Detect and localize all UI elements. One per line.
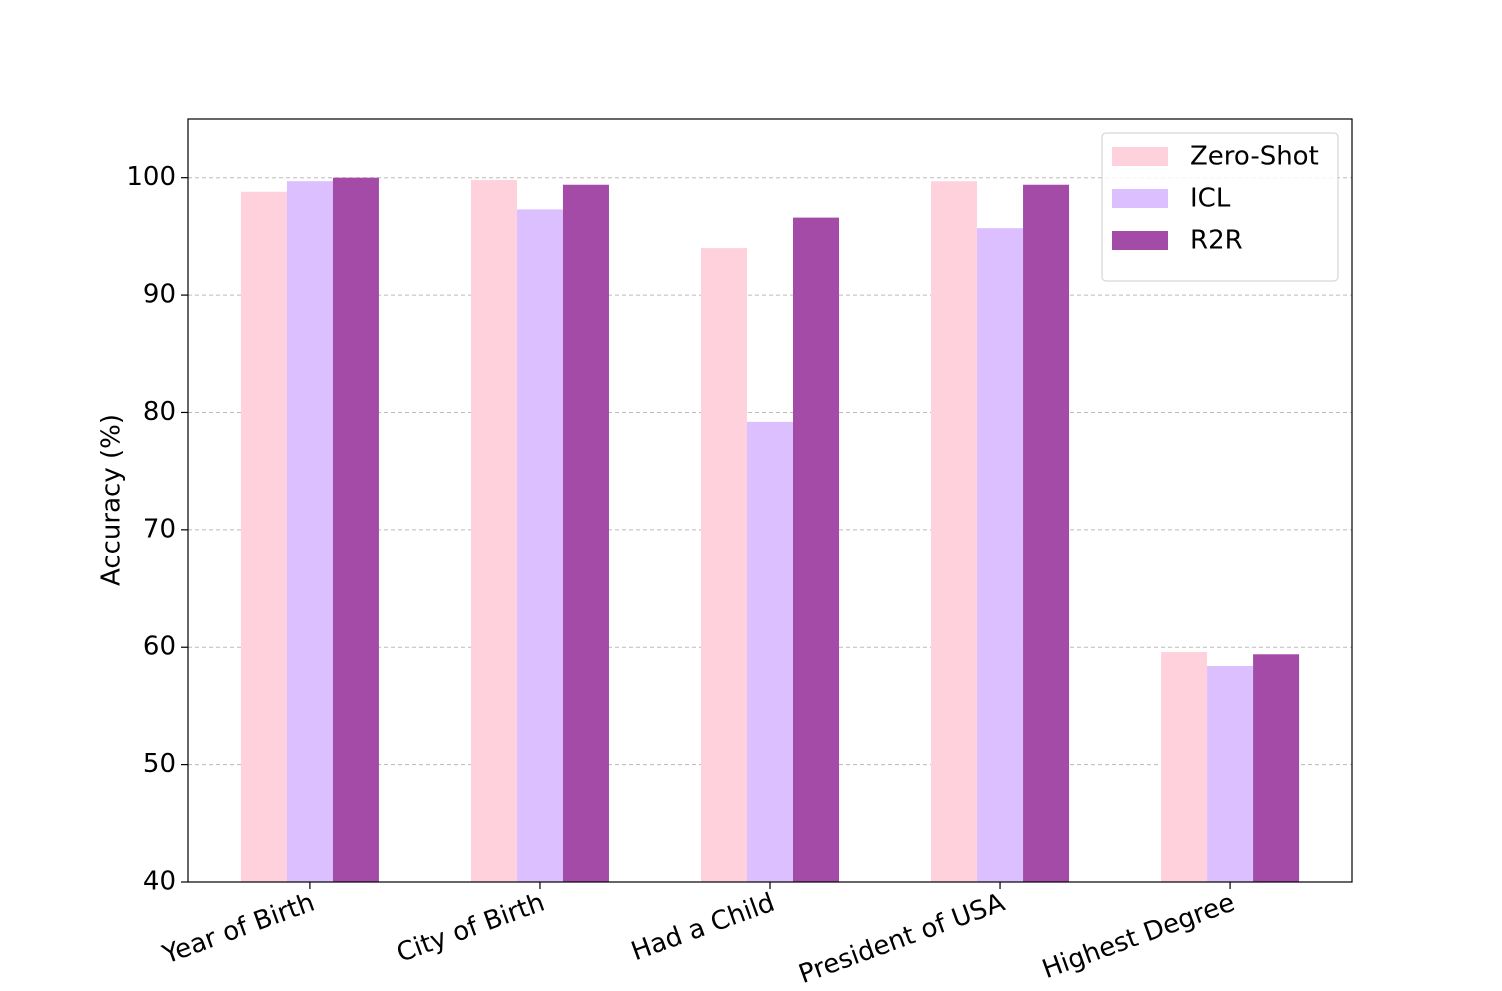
- bar: [240, 191, 287, 883]
- legend-swatch: [1112, 189, 1168, 208]
- legend-swatch: [1112, 231, 1168, 250]
- legend-label: R2R: [1190, 226, 1243, 256]
- bar: [746, 421, 794, 882]
- y-tick-label: 60: [143, 632, 176, 662]
- x-tick-label: City of Birth: [393, 888, 549, 969]
- x-tick-label: Had a Child: [627, 888, 778, 968]
- bar: [470, 180, 517, 883]
- y-axis-label: Accuracy (%): [97, 414, 127, 586]
- legend-label: Zero-Shot: [1190, 142, 1319, 172]
- legend-swatch: [1112, 147, 1168, 166]
- legend-label: ICL: [1190, 184, 1231, 214]
- bar: [700, 248, 747, 883]
- x-tick-label: President of USA: [795, 888, 1009, 990]
- bar: [1253, 654, 1300, 882]
- bar: [793, 217, 840, 882]
- x-tick-label: Year of Birth: [158, 888, 319, 971]
- bar: [1023, 184, 1070, 883]
- y-tick-label: 90: [143, 280, 176, 310]
- bar: [562, 184, 609, 883]
- bar: [977, 228, 1024, 882]
- plot-frame: [187, 118, 1353, 883]
- y-tick-label: 70: [143, 514, 176, 544]
- bar: [286, 181, 333, 882]
- bar: [516, 209, 563, 882]
- bar: [1207, 666, 1254, 882]
- y-tick-label: 40: [143, 867, 176, 897]
- y-tick-label: 50: [143, 749, 176, 779]
- y-tick-label: 80: [143, 397, 176, 427]
- x-tick-label: Highest Degree: [1038, 888, 1238, 985]
- y-tick-label: 100: [126, 162, 176, 192]
- bar: [332, 177, 379, 882]
- bar: [931, 181, 978, 882]
- bar: [1161, 651, 1208, 882]
